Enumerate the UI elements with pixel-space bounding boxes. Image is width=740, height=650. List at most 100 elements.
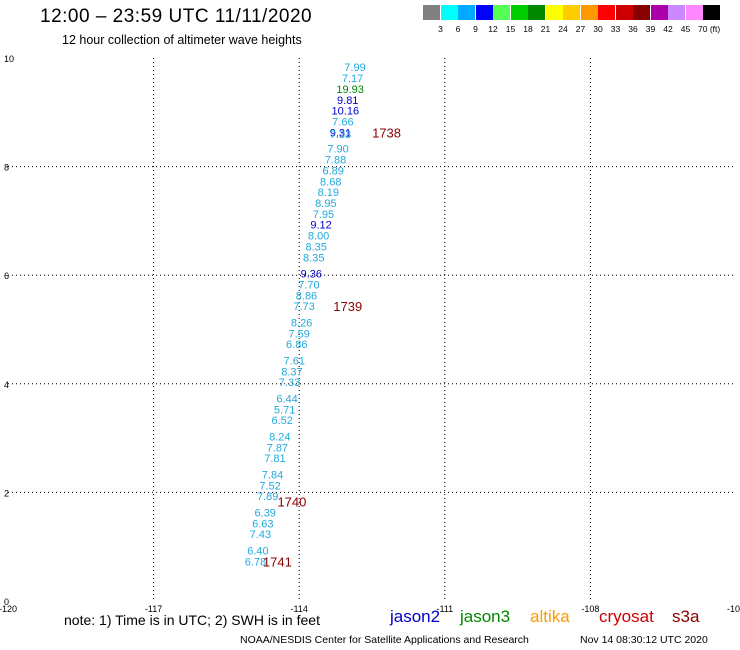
wave-height-label: 7.95 [313, 209, 334, 221]
chart-subtitle: 12 hour collection of altimeter wave hei… [62, 33, 302, 47]
wave-height-label: 8.68 [320, 176, 341, 188]
wave-height-label: 8.37 [281, 366, 302, 378]
wave-height-label: 6.89 [322, 165, 343, 177]
wave-height-label: 7.81 [264, 453, 285, 465]
color-swatch [668, 5, 685, 20]
wave-height-label: 6.86 [286, 339, 307, 351]
legend-altika: altika [530, 607, 570, 626]
wave-height-label: 7.52 [259, 480, 280, 492]
color-swatch [545, 5, 563, 20]
y-tick-label: 10 [4, 54, 14, 64]
wave-height-label: 6.39 [255, 507, 276, 519]
x-tick-label: -117 [145, 604, 162, 614]
time-label: 1740 [277, 495, 306, 510]
time-label: 1741 [263, 554, 292, 569]
legend-s3a: s3a [672, 607, 700, 626]
legend-jason3: jason3 [460, 607, 511, 626]
wave-height-label: 6.40 [247, 546, 268, 558]
color-scale-label: 39 [645, 24, 656, 34]
wave-height-label: 7.59 [288, 328, 309, 340]
wave-height-label: 6.63 [252, 518, 273, 530]
wave-height-label: 8.35 [303, 252, 324, 264]
generated-timestamp: Nov 14 08:30:12 UTC 2020 [580, 634, 708, 646]
wave-height-label: 9.36 [301, 269, 322, 281]
wave-height-label: 7.43 [250, 529, 271, 541]
color-scale-label: 70 (ft) [698, 24, 721, 34]
wave-height-label: 6.52 [272, 415, 293, 427]
color-scale-label: 15 [505, 24, 516, 34]
x-tick-label: -120 [0, 604, 17, 614]
color-swatch [423, 5, 440, 20]
color-scale-label: 33 [610, 24, 621, 34]
color-swatch [650, 5, 668, 20]
wave-height-label: 7.33 [279, 377, 300, 389]
color-swatch [563, 5, 580, 20]
time-label: 1739 [333, 299, 362, 314]
color-scale-label: 45 [680, 24, 691, 34]
wave-height-label: 7.90 [327, 144, 348, 156]
wave-height-label: 8.24 [269, 431, 290, 443]
color-swatch [703, 5, 720, 20]
wave-height-label: 9.12 [310, 220, 331, 232]
color-swatch [598, 5, 615, 20]
wave-height-label: 7.87 [267, 442, 288, 454]
wave-height-label: 5.71 [274, 404, 295, 416]
y-tick-label: 0 [4, 597, 9, 607]
x-tick-label: -111 [436, 604, 453, 614]
chart-title: 12:00 – 23:59 UTC 11/11/2020 [40, 6, 313, 27]
credit-text: NOAA/NESDIS Center for Satellite Applica… [240, 634, 529, 646]
color-scale-label: 21 [540, 24, 551, 34]
y-tick-label: 4 [4, 380, 9, 390]
color-scale-label: 18 [523, 24, 533, 34]
color-scale-label: 42 [663, 24, 673, 34]
wave-height-label: 9.81 [337, 95, 358, 107]
legend-cryosat: cryosat [599, 607, 654, 626]
color-scale-label: 3 [438, 24, 443, 34]
legend-jason2: jason2 [390, 607, 441, 626]
x-tick-label: -108 [581, 604, 599, 614]
wave-height-label: 9.31 [330, 127, 351, 139]
color-swatch [440, 5, 458, 20]
wave-height-label: 7.99 [344, 62, 365, 74]
wave-height-label: 7.73 [293, 301, 314, 313]
color-swatch [528, 5, 545, 20]
color-swatch [633, 5, 650, 20]
wave-height-label: 6.78 [245, 556, 266, 568]
footnote: note: 1) Time is in UTC; 2) SWH is in fe… [64, 612, 320, 628]
wave-height-label: 7.84 [262, 469, 283, 481]
wave-height-label: 8.86 [296, 290, 317, 302]
color-swatch [580, 5, 598, 20]
y-tick-label: 8 [4, 163, 9, 173]
color-scale-label: 27 [575, 24, 586, 34]
x-tick-label: -105 [727, 604, 740, 614]
time-label: 1738 [372, 125, 401, 140]
wave-height-label: 7.66 [332, 117, 353, 129]
y-tick-label: 6 [4, 271, 9, 281]
wave-height-label: 6.44 [276, 393, 297, 405]
color-swatch [475, 5, 493, 20]
color-scale-label: 6 [455, 24, 461, 34]
wave-height-label: 8.26 [291, 317, 312, 329]
wave-height-label: 7.17 [342, 73, 363, 85]
y-tick-label: 2 [4, 488, 9, 498]
color-swatch [458, 5, 475, 20]
color-scale-label: 36 [628, 24, 638, 34]
wave-height-label: 8.00 [308, 231, 329, 243]
color-scale-label: 12 [488, 24, 498, 34]
wave-height-label: 19.93 [336, 84, 364, 96]
x-tick-label: -114 [291, 604, 308, 614]
color-scale-label: 30 [593, 24, 603, 34]
wave-height-label: 7.61 [284, 355, 305, 367]
color-swatch [615, 5, 633, 20]
wave-height-label: 7.89 [257, 491, 278, 503]
color-scale-label: 9 [473, 24, 478, 34]
color-swatch [510, 5, 528, 20]
wave-height-label: 8.35 [305, 241, 326, 253]
wave-height-label: 8.95 [315, 198, 336, 210]
color-swatch [685, 5, 703, 20]
wave-height-label: 8.19 [318, 187, 339, 199]
color-swatch [493, 5, 510, 20]
wave-height-label: 10.16 [332, 106, 360, 118]
wave-height-label: 7.70 [298, 279, 319, 291]
